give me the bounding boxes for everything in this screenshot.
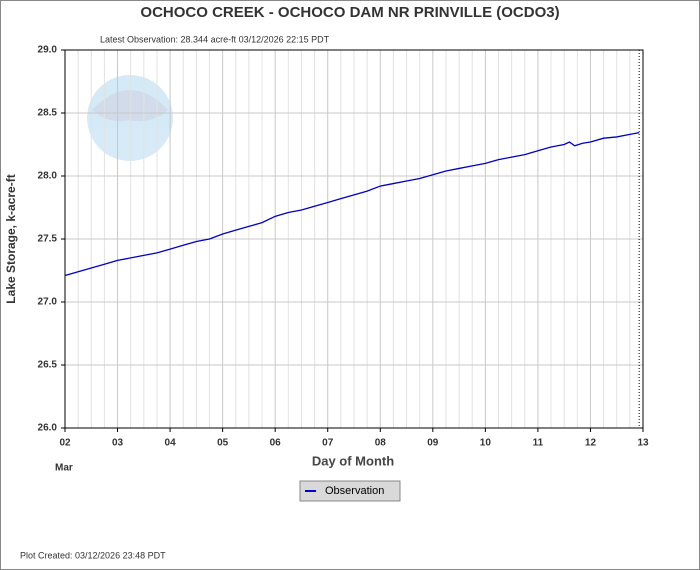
x-tick-label: 09 bbox=[427, 438, 439, 449]
x-tick-label: 08 bbox=[375, 438, 387, 449]
x-tick-label: 05 bbox=[217, 438, 229, 449]
x-tick-label: 04 bbox=[165, 438, 177, 449]
legend-box bbox=[299, 480, 401, 502]
chart-title: OCHOCO CREEK - OCHOCO DAM NR PRINVILLE (… bbox=[140, 4, 559, 21]
y-tick-label: 29.0 bbox=[38, 45, 58, 56]
x-tick-label: 02 bbox=[59, 438, 71, 449]
y-tick-label: 26.5 bbox=[38, 360, 58, 371]
y-tick-label: 27.5 bbox=[38, 234, 58, 245]
legend-label: Observation bbox=[325, 485, 384, 497]
y-axis-label: Lake Storage, k-acre-ft bbox=[4, 174, 18, 303]
noaa-logo bbox=[87, 75, 173, 161]
x-tick-label: 13 bbox=[637, 438, 649, 449]
x-tick-label: 10 bbox=[480, 438, 492, 449]
subtitle: Latest Observation: 28.344 acre-ft 03/12… bbox=[100, 34, 330, 44]
month-label: Mar bbox=[55, 463, 73, 474]
footer: Plot Created: 03/12/2026 23:48 PDT bbox=[20, 550, 166, 560]
y-tick-label: 27.0 bbox=[38, 297, 58, 308]
x-tick-label: 03 bbox=[112, 438, 124, 449]
x-tick-label: 11 bbox=[533, 438, 544, 449]
plot-border bbox=[64, 49, 644, 429]
series-line bbox=[64, 132, 640, 277]
y-tick-label: 26.0 bbox=[38, 423, 58, 434]
x-axis-label: Day of Month bbox=[312, 453, 394, 468]
x-tick-label: 06 bbox=[270, 438, 282, 449]
y-tick-label: 28.0 bbox=[38, 171, 58, 182]
x-tick-label: 07 bbox=[322, 438, 334, 449]
x-tick-label: 12 bbox=[585, 438, 597, 449]
y-tick-label: 28.5 bbox=[38, 108, 58, 119]
